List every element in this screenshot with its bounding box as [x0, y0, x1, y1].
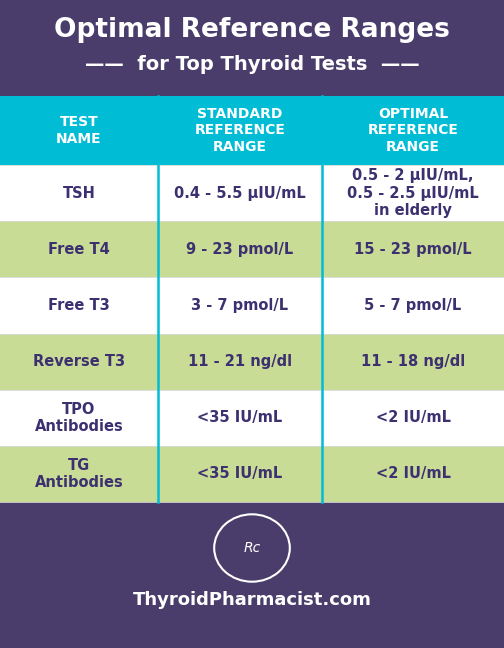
Bar: [0, 502, 504, 648]
Text: TG
Antibodies: TG Antibodies: [35, 457, 123, 490]
Bar: [0, 221, 504, 277]
Text: 3 - 7 pmol/L: 3 - 7 pmol/L: [192, 298, 289, 313]
Bar: [0, 165, 504, 221]
Text: Free T4: Free T4: [48, 242, 110, 257]
Text: 0.5 - 2 μIU/mL,
0.5 - 2.5 μIU/mL
in elderly: 0.5 - 2 μIU/mL, 0.5 - 2.5 μIU/mL in elde…: [347, 168, 479, 218]
Bar: [0, 0, 504, 96]
Bar: [0, 334, 504, 389]
Text: 11 - 21 ng/dl: 11 - 21 ng/dl: [188, 354, 292, 369]
Text: TSH: TSH: [62, 185, 95, 201]
Bar: [0, 389, 504, 446]
Text: <35 IU/mL: <35 IU/mL: [198, 467, 283, 481]
Text: OPTIMAL
REFERENCE
RANGE: OPTIMAL REFERENCE RANGE: [367, 107, 459, 154]
Bar: [0, 277, 504, 334]
Text: STANDARD
REFERENCE
RANGE: STANDARD REFERENCE RANGE: [195, 107, 285, 154]
Text: ThyroidPharmacist.com: ThyroidPharmacist.com: [133, 591, 371, 609]
Text: 11 - 18 ng/dl: 11 - 18 ng/dl: [361, 354, 465, 369]
Text: Reverse T3: Reverse T3: [33, 354, 125, 369]
Text: TPO
Antibodies: TPO Antibodies: [35, 402, 123, 434]
Text: 15 - 23 pmol/L: 15 - 23 pmol/L: [354, 242, 472, 257]
Bar: [0, 96, 504, 165]
Bar: [0, 446, 504, 502]
Text: ——  for Top Thyroid Tests  ——: —— for Top Thyroid Tests ——: [85, 56, 419, 75]
Text: <2 IU/mL: <2 IU/mL: [375, 410, 451, 425]
Text: <2 IU/mL: <2 IU/mL: [375, 467, 451, 481]
Text: 5 - 7 pmol/L: 5 - 7 pmol/L: [364, 298, 462, 313]
Text: TEST
NAME: TEST NAME: [56, 115, 102, 146]
Text: Optimal Reference Ranges: Optimal Reference Ranges: [54, 17, 450, 43]
Text: 0.4 - 5.5 μIU/mL: 0.4 - 5.5 μIU/mL: [174, 185, 306, 201]
Text: Rc: Rc: [243, 541, 261, 555]
Text: <35 IU/mL: <35 IU/mL: [198, 410, 283, 425]
Text: 9 - 23 pmol/L: 9 - 23 pmol/L: [186, 242, 294, 257]
Text: Free T3: Free T3: [48, 298, 110, 313]
